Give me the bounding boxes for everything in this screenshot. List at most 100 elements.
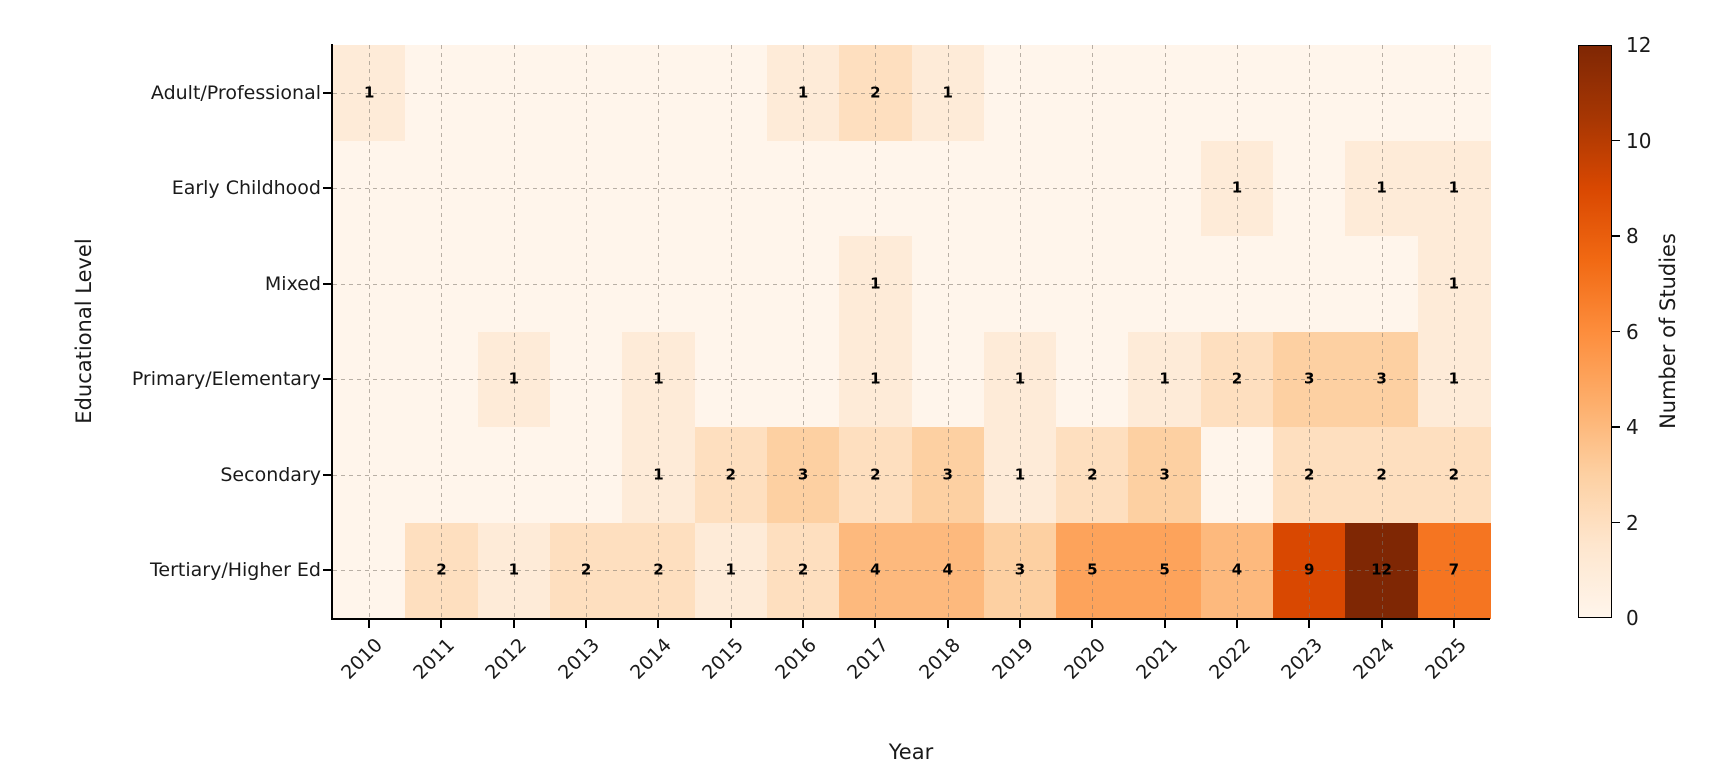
colorbar-tick-label: 8 bbox=[1626, 224, 1639, 248]
grid-line-vertical bbox=[730, 45, 732, 618]
grid-line-vertical bbox=[1381, 45, 1383, 618]
colorbar-tick-label: 12 bbox=[1626, 33, 1652, 57]
x-axis-line bbox=[331, 618, 1490, 620]
cell-value-label: 1 bbox=[363, 83, 375, 102]
x-tick-mark bbox=[1452, 620, 1455, 628]
cell-value-label: 2 bbox=[1448, 465, 1460, 484]
cell-value-label: 1 bbox=[653, 465, 664, 484]
colorbar-tick-label: 10 bbox=[1626, 128, 1652, 153]
grid-line-vertical bbox=[875, 45, 877, 618]
cell-value-label: 2 bbox=[436, 560, 447, 579]
cell-value-label: 2 bbox=[580, 560, 592, 579]
colorbar-gradient bbox=[1578, 45, 1612, 618]
grid-line-horizontal bbox=[333, 474, 1490, 476]
cell-value-label: 2 bbox=[870, 83, 881, 102]
cell-value-label: 4 bbox=[942, 560, 953, 579]
colorbar-tick-mark bbox=[1612, 139, 1620, 142]
cell-value-label: 9 bbox=[1304, 560, 1315, 579]
cell-value-label: 3 bbox=[797, 465, 809, 484]
x-tick-mark bbox=[729, 620, 732, 628]
grid-line-vertical bbox=[369, 45, 371, 618]
grid-line-horizontal bbox=[333, 188, 1490, 190]
grid-line-vertical bbox=[441, 45, 443, 618]
cell-value-label: 2 bbox=[653, 560, 664, 579]
cell-value-label: 5 bbox=[1159, 560, 1170, 579]
colorbar-tick-mark bbox=[1612, 330, 1620, 333]
y-tick-label: Adult/Professional bbox=[150, 81, 321, 104]
colorbar-tick-label: 2 bbox=[1626, 510, 1639, 535]
cell-value-label: 2 bbox=[797, 560, 809, 579]
cell-value-label: 1 bbox=[1159, 369, 1170, 388]
cell-value-label: 2 bbox=[870, 465, 881, 484]
cell-value-label: 1 bbox=[1376, 178, 1387, 197]
grid-line-vertical bbox=[513, 45, 515, 618]
grid-line-vertical bbox=[947, 45, 949, 618]
grid-line-vertical bbox=[658, 45, 660, 618]
cell-value-label: 1 bbox=[870, 369, 881, 388]
grid-line-vertical bbox=[1092, 45, 1094, 618]
y-tick-mark bbox=[323, 569, 331, 572]
grid-line-vertical bbox=[1236, 45, 1238, 618]
cell-value-label: 2 bbox=[1231, 369, 1243, 388]
cell-value-label: 1 bbox=[653, 369, 664, 388]
y-tick-label: Mixed bbox=[264, 272, 321, 295]
cell-value-label: 2 bbox=[1304, 465, 1315, 484]
cell-value-label: 1 bbox=[1231, 178, 1243, 197]
x-tick-mark bbox=[1163, 620, 1166, 628]
colorbar-title: Number of Studies bbox=[1656, 233, 1680, 429]
cell-value-label: 2 bbox=[1376, 465, 1387, 484]
x-tick-mark bbox=[440, 620, 443, 628]
cell-value-label: 2 bbox=[725, 465, 736, 484]
x-tick-mark bbox=[874, 620, 877, 628]
cell-value-label: 1 bbox=[508, 560, 519, 579]
cell-value-label: 4 bbox=[870, 560, 881, 579]
cell-value-label: 7 bbox=[1448, 560, 1460, 579]
x-tick-mark bbox=[1235, 620, 1238, 628]
cell-value-label: 3 bbox=[1159, 465, 1170, 484]
cell-value-label: 5 bbox=[1087, 560, 1098, 579]
grid-line-horizontal bbox=[333, 92, 1490, 94]
cell-value-label: 1 bbox=[1014, 369, 1026, 388]
x-tick-mark bbox=[657, 620, 660, 628]
grid-line-vertical bbox=[1309, 45, 1311, 618]
grid-line-vertical bbox=[1019, 45, 1021, 618]
y-tick-mark bbox=[323, 91, 331, 94]
grid-line-vertical bbox=[803, 45, 805, 618]
colorbar-tick-label: 4 bbox=[1626, 415, 1639, 439]
cell-value-label: 1 bbox=[508, 369, 519, 388]
colorbar-tick-label: 0 bbox=[1626, 606, 1639, 630]
cell-value-label: 12 bbox=[1371, 560, 1392, 579]
cell-value-label: 1 bbox=[725, 560, 736, 579]
grid-line-vertical bbox=[1164, 45, 1166, 618]
cell-value-label: 1 bbox=[1448, 274, 1460, 293]
grid-line-vertical bbox=[586, 45, 588, 618]
x-tick-mark bbox=[802, 620, 805, 628]
x-tick-mark bbox=[1018, 620, 1021, 628]
cell-value-label: 1 bbox=[942, 83, 953, 102]
x-axis-title: Year bbox=[888, 740, 934, 764]
colorbar-tick-mark bbox=[1612, 426, 1620, 428]
x-tick-mark bbox=[1380, 620, 1383, 628]
grid-line-horizontal bbox=[333, 379, 1490, 381]
colorbar-tick-mark bbox=[1612, 235, 1620, 237]
colorbar-tick-label: 6 bbox=[1626, 319, 1639, 344]
grid-line-vertical bbox=[1453, 45, 1455, 618]
cell-value-label: 1 bbox=[1448, 369, 1460, 388]
cell-value-label: 3 bbox=[1014, 560, 1026, 579]
cell-value-label: 3 bbox=[1376, 369, 1387, 388]
colorbar-tick-mark bbox=[1612, 521, 1620, 524]
cell-value-label: 4 bbox=[1231, 560, 1243, 579]
x-tick-mark bbox=[585, 620, 588, 628]
x-tick-mark bbox=[946, 620, 949, 628]
cell-value-label: 3 bbox=[942, 465, 953, 484]
cell-value-label: 1 bbox=[797, 83, 809, 102]
y-tick-mark bbox=[323, 187, 331, 190]
y-tick-mark bbox=[323, 378, 331, 381]
x-tick-mark bbox=[512, 620, 515, 628]
grid-line-horizontal bbox=[333, 570, 1490, 572]
y-tick-label: Secondary bbox=[220, 463, 321, 486]
y-tick-label: Early Childhood bbox=[171, 177, 321, 200]
x-tick-mark bbox=[1308, 620, 1311, 628]
